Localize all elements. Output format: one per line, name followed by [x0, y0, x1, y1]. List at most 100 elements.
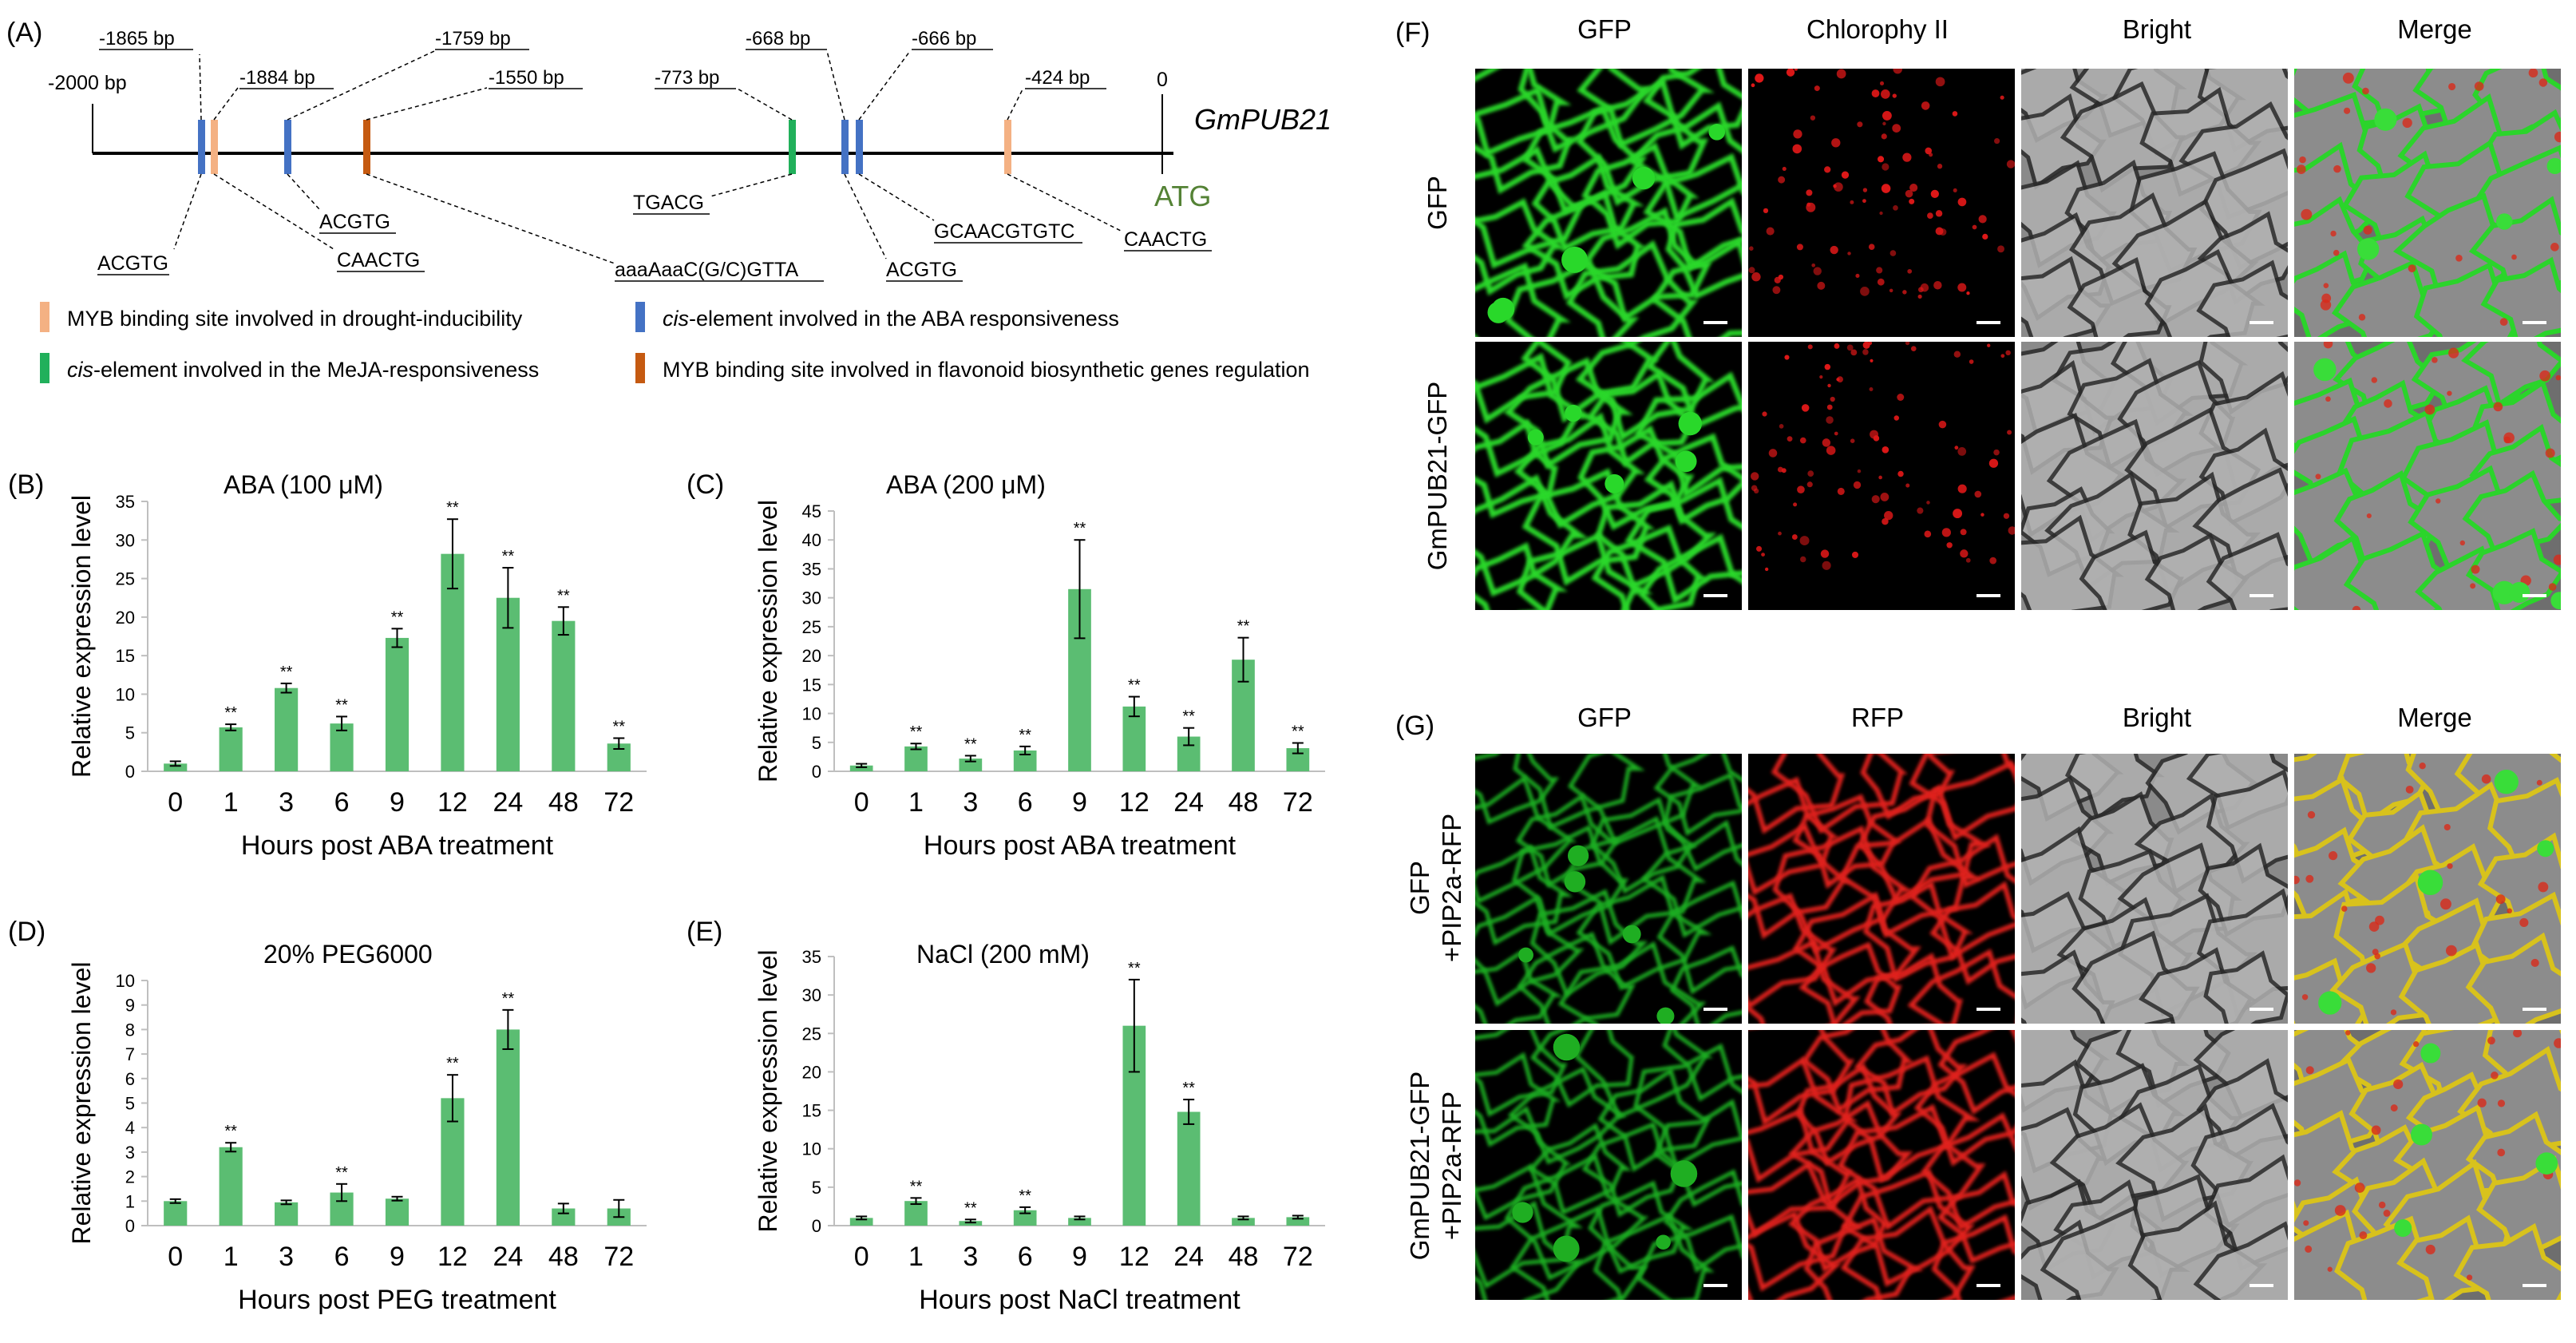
cell-outline [2461, 342, 2561, 409]
chloroplast [1980, 513, 1984, 517]
chloroplast [1834, 182, 1843, 192]
x-tick-label: 72 [603, 1242, 634, 1272]
cell-outline [1475, 1030, 1568, 1117]
nucleus [1622, 925, 1641, 944]
scale-bar [1703, 321, 1727, 324]
merge-dot [2301, 994, 2309, 1000]
chart-title: NaCl (200 mM) [916, 940, 1090, 969]
y-tick-label: 30 [116, 530, 135, 550]
x-tick-label: 24 [1173, 1242, 1204, 1272]
micrograph-gfp [1475, 69, 1742, 337]
nucleus [1564, 871, 1586, 893]
site-position-label: -1865 bp [99, 28, 175, 50]
site-sequence-label: CAACTG [337, 249, 420, 271]
chart-title: ABA (100 μM) [224, 470, 383, 499]
merge-dot [2538, 881, 2549, 893]
column-header: Bright [2123, 14, 2191, 44]
cell-outline [1475, 1052, 1561, 1147]
chloroplast [1830, 245, 1838, 255]
cell-outline [1803, 1216, 1924, 1300]
cell-outline [1475, 775, 1577, 905]
nucleus [1565, 404, 1582, 422]
cell-outline [1504, 258, 1640, 337]
panel-g-microscopy: (G) GFP RFP Bright Merge GFP+PIP2a-RFP GmPUB… [1395, 703, 2561, 1300]
chloroplast [1882, 446, 1889, 454]
nucleus [1491, 297, 1515, 321]
cell-outline [2203, 950, 2288, 1024]
cell-outline [1512, 824, 1629, 937]
chloroplast [1819, 375, 1823, 379]
site-leader-bottom [287, 173, 320, 210]
x-tick-label: 0 [168, 1242, 183, 1272]
chloroplast [1850, 200, 1854, 204]
cell-outline [1475, 145, 1585, 269]
chloroplast [1751, 83, 1755, 88]
significance-mark: ** [557, 587, 570, 604]
chloroplast [1800, 556, 1806, 563]
site-sequence-label: aaaAaaC(G/C)GTTA [615, 259, 798, 281]
chloroplast [1801, 404, 1810, 412]
chloroplast [1882, 110, 1892, 121]
micrograph-gfp-dim [1475, 1030, 1742, 1300]
binding-site-meja [789, 120, 796, 174]
bar [164, 1201, 188, 1226]
chloroplast [1822, 561, 1831, 570]
chloroplast [1938, 420, 1947, 429]
chloroplast [1846, 344, 1854, 351]
panel-f-label: (F) [1395, 18, 1430, 48]
column-header: Merge [2397, 703, 2472, 732]
chloroplast [1862, 199, 1866, 204]
scale-bar [2250, 1008, 2273, 1011]
cell-outline [2206, 769, 2288, 885]
cell-outline [1748, 1056, 1858, 1183]
micrograph-background [1748, 69, 2015, 337]
chloroplast [1884, 511, 1893, 521]
merge-dot [2301, 208, 2313, 220]
cell-outline [1864, 953, 1963, 1024]
merge-dot [2548, 583, 2557, 591]
significance-mark: ** [335, 1164, 348, 1182]
x-tick-label: 6 [334, 1242, 350, 1272]
site-sequence-label: ACGTG [886, 259, 957, 281]
chloroplast [1868, 244, 1875, 251]
merge-dot [2345, 1030, 2351, 1036]
cell-outline [1475, 1200, 1584, 1300]
chloroplast [1879, 81, 1885, 86]
y-tick-label: 35 [116, 492, 135, 512]
micrograph-merge [2294, 342, 2561, 610]
chloroplast [1806, 189, 1813, 196]
cell-outline [1475, 418, 1558, 519]
chloroplast [1824, 363, 1831, 370]
micrograph-background [1475, 1030, 1742, 1300]
micrograph-bright [2021, 69, 2288, 337]
chloroplast [1791, 534, 1798, 540]
chloroplast [1779, 424, 1784, 429]
merge-dot [2296, 164, 2306, 174]
chloroplast [1953, 351, 1961, 358]
cell-outline [1907, 949, 2015, 1024]
merge-dot [2333, 164, 2341, 173]
cell-outline [1531, 153, 1645, 252]
chloroplast [1941, 528, 1951, 537]
bar [904, 746, 928, 771]
y-tick-label: 10 [116, 684, 135, 704]
merge-dot [2419, 763, 2426, 770]
chloroplast [1766, 227, 1775, 236]
chloroplast [1763, 208, 1769, 214]
nucleus [2420, 1043, 2441, 1064]
promoter-start-label: -2000 bp [48, 72, 127, 94]
site-leader-bottom [858, 173, 935, 221]
merge-dot [2554, 1038, 2561, 1048]
chloroplast [1905, 342, 1910, 346]
chloroplast [1917, 507, 1924, 514]
chloroplast [1966, 291, 1970, 295]
chloroplast [1946, 542, 1953, 549]
nucleus [1656, 1234, 1671, 1250]
chloroplast [1972, 224, 1977, 230]
merge-dot [2530, 958, 2539, 968]
micrograph-bright [2021, 754, 2288, 1024]
nucleus [2537, 840, 2554, 858]
x-tick-label: 9 [390, 1242, 405, 1272]
significance-mark: ** [335, 696, 348, 714]
merge-dot [2378, 1201, 2386, 1209]
